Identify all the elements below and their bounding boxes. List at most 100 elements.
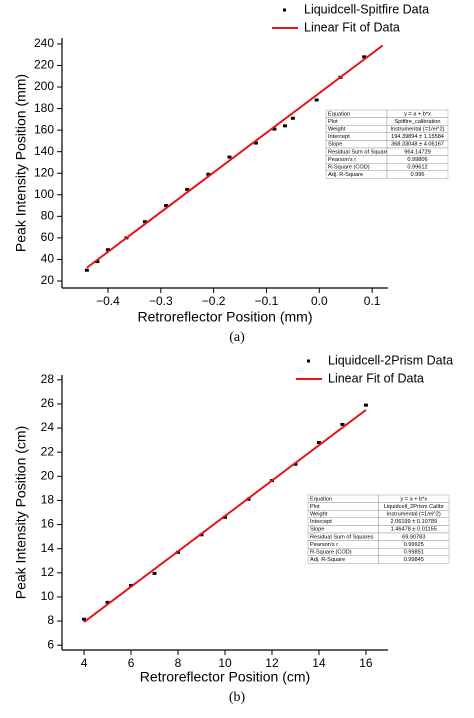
- y-tick-label: 60: [41, 230, 55, 244]
- y-tick-label: 80: [41, 209, 55, 223]
- x-tick-label: 4: [81, 656, 88, 670]
- table-text: Weight: [328, 126, 346, 132]
- y-tick-label: 26: [41, 396, 55, 410]
- y-tick-label: 6: [47, 637, 54, 651]
- table-text: Weight: [310, 511, 328, 517]
- x-axis-title: Retroreflector Position (cm): [140, 669, 310, 685]
- table-text: Equation: [310, 496, 332, 502]
- table-text: 0.99851: [404, 549, 424, 555]
- table-text: Plot: [310, 504, 320, 510]
- x-tick-label: 16: [359, 656, 373, 670]
- data-point: [314, 98, 319, 102]
- data-point: [272, 127, 277, 131]
- table-text: 1.46478 ± 0.01155: [391, 527, 437, 533]
- table-text: Equation: [328, 111, 350, 117]
- table-text: 2.06199 ± 0.10789: [390, 519, 437, 525]
- y-tick-label: 160: [34, 122, 54, 136]
- table-text: Slope: [310, 527, 324, 533]
- y-axis-title: Peak Intensity Position (cm): [13, 426, 29, 600]
- table-text: Slope: [328, 142, 342, 148]
- x-tick-label: 0.1: [364, 294, 381, 308]
- y-tick-label: 18: [41, 493, 55, 507]
- x-tick-label: 14: [312, 656, 326, 670]
- caption: (a): [229, 330, 245, 345]
- data-point: [82, 617, 87, 621]
- data-point: [293, 462, 298, 466]
- plot: 4 6 8 10 12 14 16 6 8 10 12 14 16 18 20 22 24 26 28 Retrore…: [13, 353, 453, 705]
- table-text: Spitfire_calibration: [394, 119, 440, 125]
- data-point: [164, 204, 169, 208]
- x-tick-label: 10: [218, 656, 232, 670]
- table-text: 0.99806: [407, 157, 427, 163]
- data-point: [282, 124, 287, 128]
- x-tick-label: −0.2: [202, 294, 226, 308]
- y-tick-label: 24: [41, 420, 55, 434]
- fit-line: [86, 44, 384, 269]
- y-tick-label: 220: [34, 58, 54, 72]
- y-tick-label: 120: [34, 165, 54, 179]
- y-tick-label: 100: [34, 187, 54, 201]
- x-tick-label: 0.0: [311, 294, 328, 308]
- y-tick-label: 200: [34, 79, 54, 93]
- caption: (b): [229, 690, 246, 705]
- x-tick-label: 8: [175, 656, 182, 670]
- x-tick-label: 12: [265, 656, 279, 670]
- table-text: Plot: [328, 119, 338, 125]
- x-axis-title: Retroreflector Position (mm): [137, 309, 312, 325]
- table-text: Pearson's r: [310, 542, 338, 548]
- data-point: [84, 268, 89, 272]
- legend-label: Linear Fit of Data: [328, 371, 424, 385]
- x-tick-label: −0.4: [96, 294, 120, 308]
- data-point: [253, 141, 258, 145]
- table-text: 194.39894 ± 1.15584: [391, 134, 444, 140]
- table-text: Pearson's r: [328, 157, 356, 163]
- y-tick-label: 140: [34, 144, 54, 158]
- table-text: Adj. R-Square: [328, 172, 363, 178]
- data-point: [363, 403, 368, 407]
- y-tick-label: 20: [41, 468, 55, 482]
- table-text: 0.99925: [404, 542, 424, 548]
- data-point: [105, 248, 110, 252]
- data-point: [142, 220, 147, 224]
- x-tick-label: 6: [128, 656, 135, 670]
- data-point: [185, 187, 190, 191]
- table-text: Adj. R-Square: [310, 557, 345, 563]
- fit-line: [83, 409, 367, 623]
- legend-swatch: [283, 8, 286, 12]
- table-text: Liquidcell_2Prism Calibr: [384, 504, 444, 510]
- table-text: 69.90783: [402, 534, 425, 540]
- y-tick-label: 8: [47, 613, 54, 627]
- y-tick-label: 22: [41, 444, 55, 458]
- y-tick-label: 240: [34, 36, 54, 50]
- table-cell: [386, 170, 449, 179]
- table-text: y = a + b*x: [404, 111, 431, 117]
- table-text: R-Square (COD): [310, 549, 352, 555]
- table-cell: [378, 555, 450, 564]
- y-tick-label: 28: [41, 372, 55, 386]
- data-point: [95, 260, 100, 264]
- legend-label: Liquidcell-2Prism Data: [328, 353, 453, 367]
- data-point: [227, 155, 232, 159]
- y-tick-label: 16: [41, 517, 55, 531]
- y-tick-label: 180: [34, 101, 54, 115]
- table-text: 0.99612: [407, 164, 427, 170]
- y-tick-label: 12: [41, 565, 55, 579]
- y-tick-label: 14: [41, 541, 55, 555]
- table-text: Residual Sum of Squares: [328, 149, 392, 155]
- legend-label: Linear Fit of Data: [304, 20, 400, 34]
- data-point: [340, 422, 345, 426]
- data-point: [362, 55, 367, 59]
- y-tick-label: 40: [41, 252, 55, 266]
- data-point: [223, 515, 227, 519]
- table-text: 964.14729: [404, 149, 430, 155]
- table-text: Intercept: [328, 134, 350, 140]
- legend-swatch: [307, 359, 310, 363]
- y-tick-label: 10: [41, 589, 55, 603]
- table-text: R-Square (COD): [328, 164, 370, 170]
- data-point: [105, 600, 110, 604]
- x-tick-label: −0.1: [255, 294, 279, 308]
- table-text: 368.33048 ± 4.06167: [391, 142, 444, 148]
- table-text: 0.99845: [404, 557, 424, 563]
- data-point: [290, 116, 295, 120]
